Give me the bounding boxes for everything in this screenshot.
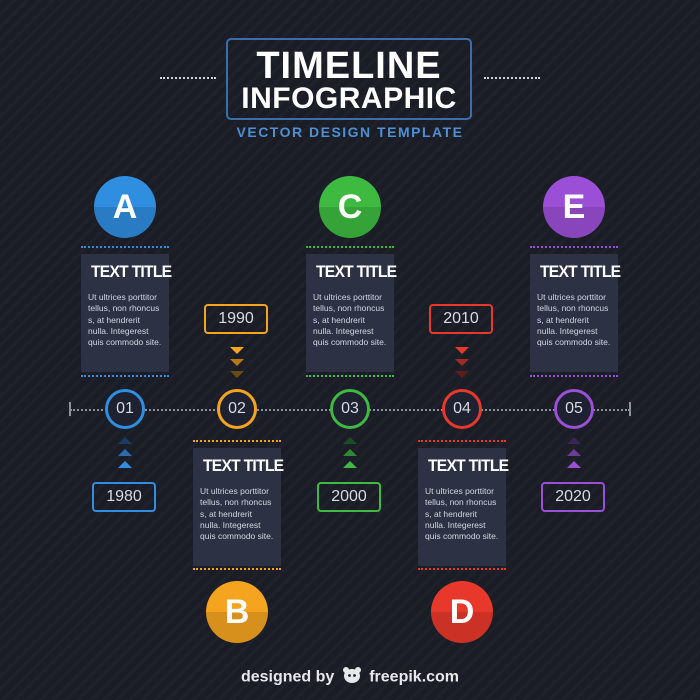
card-title: TEXT TITLE bbox=[90, 262, 172, 281]
text-card-c: TEXT TITLE Ut ultrices porttitor tellus,… bbox=[306, 254, 397, 372]
letter-circle-c: C bbox=[319, 176, 381, 238]
footer-brand: freepik.com bbox=[369, 668, 460, 686]
title-line-2: INFOGRAPHIC bbox=[241, 82, 457, 115]
timeline-node-03: 03 bbox=[330, 389, 370, 429]
card-dots-top-a bbox=[81, 246, 169, 248]
arrow-up-icon bbox=[343, 437, 357, 444]
year-label-2000: 2000 bbox=[317, 482, 381, 512]
card-dots-bottom-b bbox=[193, 568, 281, 570]
header-right-dots bbox=[484, 77, 540, 79]
arrow-up-icon bbox=[567, 461, 581, 468]
letter-circle-d: D bbox=[431, 581, 493, 643]
axis-left-cap bbox=[69, 402, 71, 416]
arrow-down-icon bbox=[455, 359, 469, 366]
letter-circle-b: B bbox=[206, 581, 268, 643]
arrow-down-icon bbox=[230, 347, 244, 354]
arrow-up-icon bbox=[118, 461, 132, 468]
card-dots-top-e bbox=[530, 246, 618, 248]
text-card-a: TEXT TITLE Ut ultrices porttitor tellus,… bbox=[81, 254, 172, 372]
footer-designed-by: designed by bbox=[240, 668, 335, 686]
card-dots-top-c bbox=[306, 246, 394, 248]
text-card-b: TEXT TITLE Ut ultrices porttitor tellus,… bbox=[193, 448, 284, 566]
card-title: TEXT TITLE bbox=[427, 456, 509, 475]
card-body: Ut ultrices porttitor tellus, non rhoncu… bbox=[425, 486, 499, 542]
arrow-down-icon bbox=[455, 371, 469, 378]
arrow-up-icon bbox=[567, 437, 581, 444]
card-body: Ut ultrices porttitor tellus, non rhoncu… bbox=[88, 292, 162, 348]
timeline-node-01: 01 bbox=[105, 389, 145, 429]
year-label-1980: 1980 bbox=[92, 482, 156, 512]
title-line-1: TIMELINE bbox=[256, 45, 442, 87]
card-dots-bottom-d bbox=[418, 568, 506, 570]
freepik-logo-icon bbox=[342, 666, 362, 689]
card-body: Ut ultrices porttitor tellus, non rhoncu… bbox=[537, 292, 611, 348]
arrow-up-icon bbox=[343, 461, 357, 468]
card-title: TEXT TITLE bbox=[202, 456, 284, 475]
timeline-node-05: 05 bbox=[554, 389, 594, 429]
header-left-dots bbox=[160, 77, 216, 79]
text-card-e: TEXT TITLE Ut ultrices porttitor tellus,… bbox=[530, 254, 621, 372]
letter-circle-e: E bbox=[543, 176, 605, 238]
arrow-down-icon bbox=[455, 347, 469, 354]
timeline-node-02: 02 bbox=[217, 389, 257, 429]
card-dots-top-b bbox=[193, 440, 281, 442]
card-title: TEXT TITLE bbox=[539, 262, 621, 281]
arrow-up-icon bbox=[567, 449, 581, 456]
year-label-2020: 2020 bbox=[541, 482, 605, 512]
subtitle: VECTOR DESIGN TEMPLATE bbox=[236, 124, 464, 140]
arrow-down-icon bbox=[230, 371, 244, 378]
timeline-node-04: 04 bbox=[442, 389, 482, 429]
letter-circle-a: A bbox=[94, 176, 156, 238]
card-body: Ut ultrices porttitor tellus, non rhoncu… bbox=[313, 292, 387, 348]
card-title: TEXT TITLE bbox=[315, 262, 397, 281]
arrow-up-icon bbox=[118, 437, 132, 444]
title-box: TIMELINE INFOGRAPHIC bbox=[226, 38, 472, 120]
arrow-up-icon bbox=[343, 449, 357, 456]
text-card-d: TEXT TITLE Ut ultrices porttitor tellus,… bbox=[418, 448, 509, 566]
arrow-down-icon bbox=[230, 359, 244, 366]
card-dots-bottom-e bbox=[530, 375, 618, 377]
card-body: Ut ultrices porttitor tellus, non rhoncu… bbox=[200, 486, 274, 542]
year-label-2010: 2010 bbox=[429, 304, 493, 334]
footer-credit: designed by freepik.com bbox=[0, 666, 700, 689]
card-dots-bottom-c bbox=[306, 375, 394, 377]
axis-right-cap bbox=[629, 402, 631, 416]
arrow-up-icon bbox=[118, 449, 132, 456]
year-label-1990: 1990 bbox=[204, 304, 268, 334]
card-dots-bottom-a bbox=[81, 375, 169, 377]
card-dots-top-d bbox=[418, 440, 506, 442]
